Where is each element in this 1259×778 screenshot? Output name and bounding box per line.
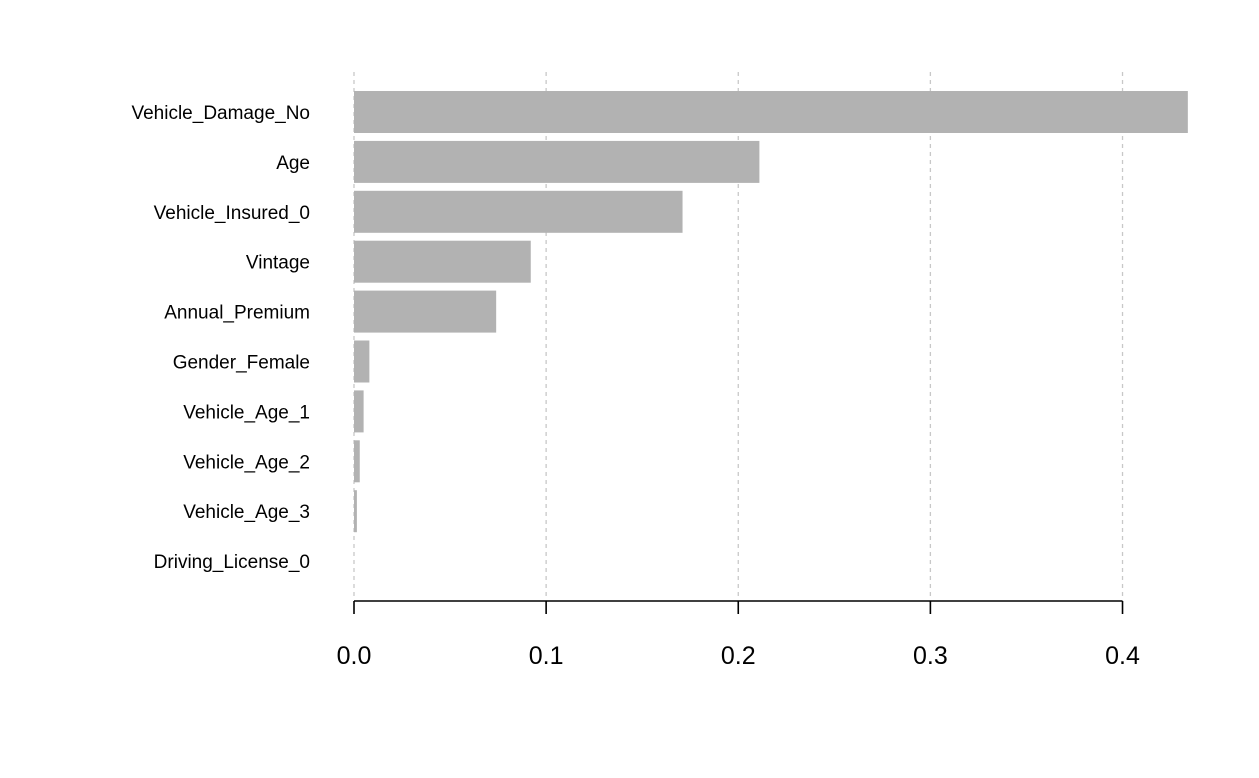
category-label: Vehicle_Damage_No [131, 103, 310, 124]
category-label: Vintage [246, 253, 310, 274]
category-label: Gender_Female [173, 353, 310, 374]
bar-Vehicle_Age_3 [354, 490, 357, 533]
category-label: Vehicle_Insured_0 [154, 203, 310, 224]
bar-Annual_Premium [354, 290, 497, 333]
bar-Vehicle_Age_1 [354, 390, 364, 433]
category-label: Age [276, 153, 310, 174]
x-axis: 0.0 0.1 0.2 0.3 0.4 [337, 600, 1140, 670]
category-label: Driving_License_0 [154, 552, 310, 573]
category-label: Vehicle_Age_3 [183, 502, 310, 523]
x-tick-label: 0.2 [721, 642, 756, 670]
category-label: Vehicle_Age_2 [183, 452, 310, 473]
bars-layer [354, 91, 1188, 533]
x-tick-label: 0.1 [529, 642, 564, 670]
bar-Vintage [354, 240, 531, 283]
category-label: Annual_Premium [164, 303, 310, 324]
bar-Age [354, 140, 760, 183]
x-tick-label: 0.4 [1105, 642, 1140, 670]
category-label: Vehicle_Age_1 [183, 402, 310, 423]
x-tick-label: 0.3 [913, 642, 948, 670]
bar-Vehicle_Age_2 [354, 440, 360, 483]
bar-Vehicle_Damage_No [354, 91, 1188, 133]
bar-Vehicle_Insured_0 [354, 190, 683, 233]
x-tick-label: 0.0 [337, 642, 372, 670]
category-labels: Vehicle_Damage_No Age Vehicle_Insured_0 Vin… [131, 103, 310, 573]
bar-Gender_Female [354, 340, 370, 383]
